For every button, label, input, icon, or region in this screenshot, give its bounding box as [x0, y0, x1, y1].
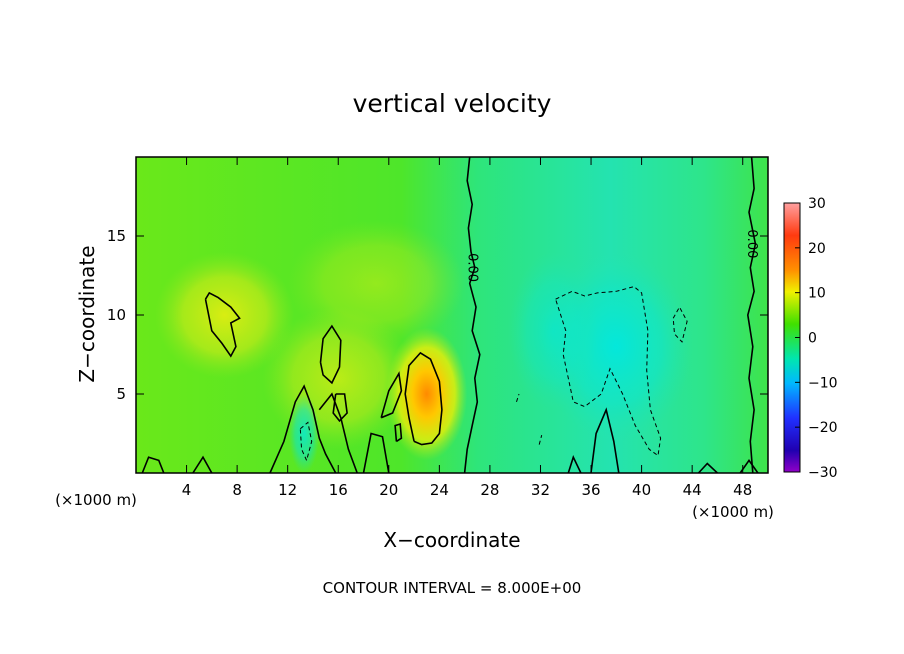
y-tick-label: 5 — [116, 385, 126, 403]
colorbar-tick-label: 10 — [808, 286, 826, 302]
x-tick-label: 12 — [278, 481, 297, 499]
x-tick-label: 40 — [632, 481, 651, 499]
zero-contour-bump-1 — [141, 456, 165, 473]
colorbar-tick-label: −20 — [808, 420, 838, 436]
zero-contour-bump-4 — [567, 455, 582, 473]
downdraft-contour-small-1 — [672, 306, 688, 343]
field-blobs — [154, 220, 693, 473]
zero-contour-bump-5 — [590, 407, 620, 473]
cool-region-mid — [508, 251, 598, 410]
downdraft-contour-small-3 — [538, 434, 543, 445]
zero-contour-lower-mid — [318, 392, 358, 473]
x-tick-label: 28 — [480, 481, 499, 499]
updraft-contour-small-2 — [380, 371, 403, 419]
updraft-contour-small-1 — [332, 393, 348, 423]
zero-contour-lower-left — [269, 384, 337, 473]
x-tick-label: 20 — [379, 481, 398, 499]
warm-region-left — [154, 251, 294, 379]
x-axis-ticks: 4 8 12 16 20 24 28 32 36 40 44 48 — [182, 157, 752, 499]
x-tick-label: 4 — [182, 481, 192, 499]
chart-title: vertical velocity — [353, 89, 552, 118]
x-tick-label: 32 — [531, 481, 550, 499]
x-axis-unit-left: (×1000 m) — [55, 491, 137, 509]
updraft-contour-left — [204, 291, 241, 358]
zero-contour-bump-3 — [362, 432, 390, 473]
colorbar: 30 20 10 0 −10 −20 −30 — [783, 196, 838, 481]
colorbar-tick-label: 30 — [808, 196, 826, 212]
y-axis-ticks: 5 10 15 — [107, 227, 768, 403]
y-tick-label: 15 — [107, 227, 126, 245]
downdraft-contour-small-2 — [299, 421, 313, 462]
zero-contour-bump-2 — [192, 455, 213, 473]
updraft-core — [386, 327, 468, 461]
colorbar-tick-label: −10 — [808, 375, 838, 391]
colorbar-tick-label: 20 — [808, 241, 826, 257]
downdraft-contour-right — [555, 286, 662, 457]
heatmap-field: 0.00 0.00 — [136, 157, 768, 473]
zero-contour-label-right: 0.00 — [744, 229, 759, 258]
zero-contour-bump-6 — [697, 462, 718, 473]
x-tick-label: 48 — [733, 481, 752, 499]
y-axis-label: Z−coordinate — [75, 245, 99, 382]
cool-region-low — [288, 394, 320, 473]
zero-contour-center — [463, 157, 481, 473]
x-axis-label: X−coordinate — [383, 528, 520, 552]
updraft-contour-small-3 — [394, 422, 403, 443]
updraft-contour-core — [404, 351, 443, 446]
contour-interval-footer: CONTOUR INTERVAL = 8.000E+00 — [323, 579, 582, 597]
x-tick-label: 44 — [683, 481, 702, 499]
downdraft-contour-small-4 — [516, 393, 520, 403]
y-tick-label: 10 — [107, 306, 126, 324]
updraft-contour-mid — [319, 324, 342, 385]
contour-lines: 0.00 0.00 — [141, 157, 759, 473]
x-tick-label: 24 — [430, 481, 449, 499]
x-tick-label: 36 — [581, 481, 600, 499]
x-tick-label: 8 — [232, 481, 242, 499]
x-tick-label: 16 — [329, 481, 348, 499]
zero-contour-label-center: 0.00 — [465, 253, 480, 282]
colorbar-ticks: 30 20 10 0 −10 −20 −30 — [795, 196, 838, 481]
colorbar-tick-label: −30 — [808, 465, 838, 481]
x-axis-unit-right: (×1000 m) — [692, 503, 774, 521]
warm-region-upper — [287, 220, 465, 347]
zero-contour-right — [746, 157, 757, 473]
colorbar-tick-label: 0 — [808, 331, 817, 347]
